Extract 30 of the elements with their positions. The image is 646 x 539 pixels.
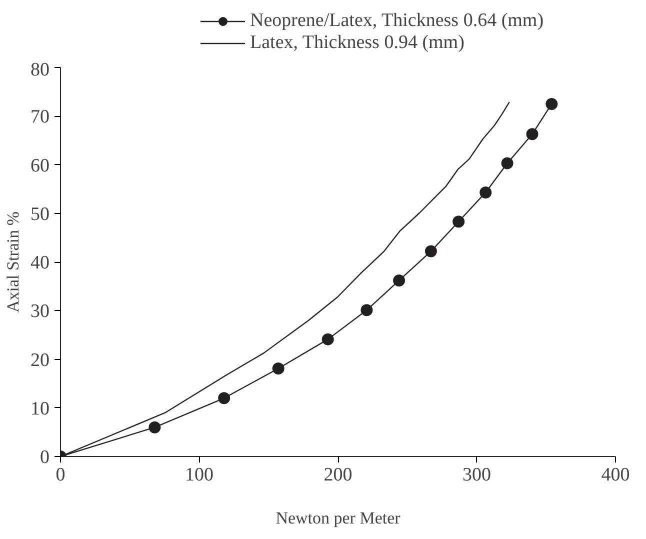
- y-tick-label: 0: [40, 447, 50, 468]
- y-tick-label: 70: [30, 106, 50, 128]
- y-tick-label: 50: [30, 204, 50, 225]
- point: [424, 245, 437, 258]
- point: [546, 98, 558, 110]
- point: [480, 186, 492, 198]
- x-tick-label: 200: [324, 464, 352, 486]
- legend-label: Latex, Thickness 0.94 (mm): [250, 32, 464, 54]
- point: [218, 392, 230, 404]
- y-axis-title: Axial Strain %: [4, 211, 22, 313]
- point: [393, 274, 406, 286]
- x-axis-title: Newton per Meter: [276, 508, 401, 528]
- y-tick-label: 30: [30, 301, 50, 322]
- y-tick-label: 80: [30, 60, 50, 80]
- point: [501, 157, 514, 170]
- point: [452, 216, 465, 228]
- point: [322, 333, 334, 346]
- y-tick-label: 20: [30, 350, 50, 371]
- y-tick-label: 60: [30, 155, 50, 176]
- y-tick-label: 40: [30, 252, 50, 274]
- x-tick-label: 300: [462, 464, 491, 486]
- y-tick-label: 10: [30, 398, 50, 420]
- x-tick-label: 0: [56, 464, 66, 486]
- point: [148, 421, 161, 434]
- legend-label: Neoprene/Latex, Thickness 0.64 (mm): [250, 10, 544, 32]
- x-tick-label: 100: [185, 464, 214, 486]
- point: [272, 362, 284, 374]
- point: [360, 304, 373, 316]
- point: [526, 128, 538, 140]
- x-tick-label: 400: [601, 464, 630, 486]
